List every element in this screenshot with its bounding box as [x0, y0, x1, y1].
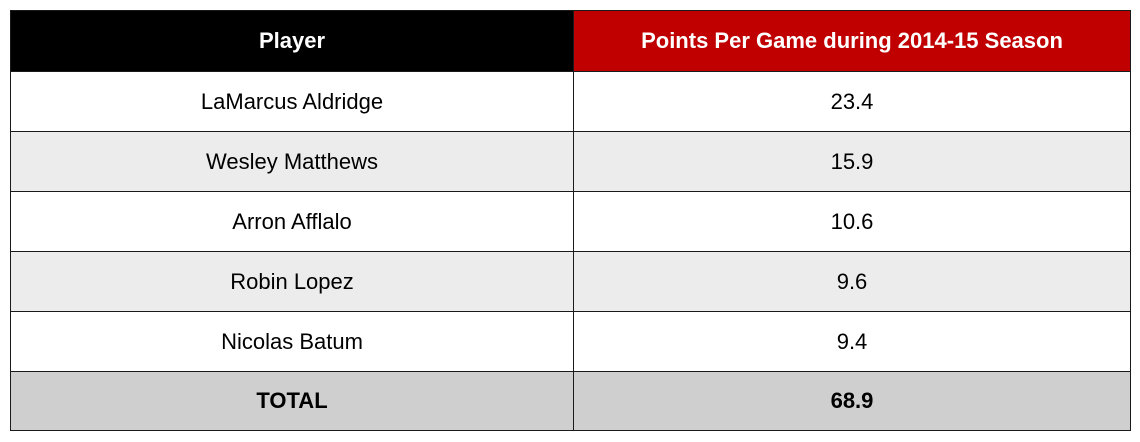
ppg-table-container: Player Points Per Game during 2014-15 Se…: [10, 10, 1131, 431]
table-row: Robin Lopez 9.6: [10, 251, 1131, 312]
table-footer: TOTAL 68.9: [10, 371, 1131, 431]
header-row: Player Points Per Game during 2014-15 Se…: [10, 10, 1131, 72]
table-row: Arron Afflalo 10.6: [10, 191, 1131, 252]
player-cell: LaMarcus Aldridge: [10, 71, 574, 132]
total-value: 68.9: [573, 371, 1131, 431]
player-cell: Wesley Matthews: [10, 131, 574, 192]
ppg-cell: 10.6: [573, 191, 1131, 252]
table-body: LaMarcus Aldridge 23.4 Wesley Matthews 1…: [10, 71, 1131, 372]
player-cell: Robin Lopez: [10, 251, 574, 312]
player-cell: Arron Afflalo: [10, 191, 574, 252]
total-label: TOTAL: [10, 371, 574, 431]
ppg-cell: 23.4: [573, 71, 1131, 132]
player-cell: Nicolas Batum: [10, 311, 574, 372]
ppg-cell: 15.9: [573, 131, 1131, 192]
total-row: TOTAL 68.9: [10, 371, 1131, 431]
table-row: Wesley Matthews 15.9: [10, 131, 1131, 192]
column-header-player: Player: [10, 10, 574, 72]
ppg-table: Player Points Per Game during 2014-15 Se…: [10, 10, 1131, 431]
ppg-cell: 9.4: [573, 311, 1131, 372]
table-row: LaMarcus Aldridge 23.4: [10, 71, 1131, 132]
table-row: Nicolas Batum 9.4: [10, 311, 1131, 372]
column-header-ppg: Points Per Game during 2014-15 Season: [573, 10, 1131, 72]
table-header: Player Points Per Game during 2014-15 Se…: [10, 10, 1131, 72]
ppg-cell: 9.6: [573, 251, 1131, 312]
